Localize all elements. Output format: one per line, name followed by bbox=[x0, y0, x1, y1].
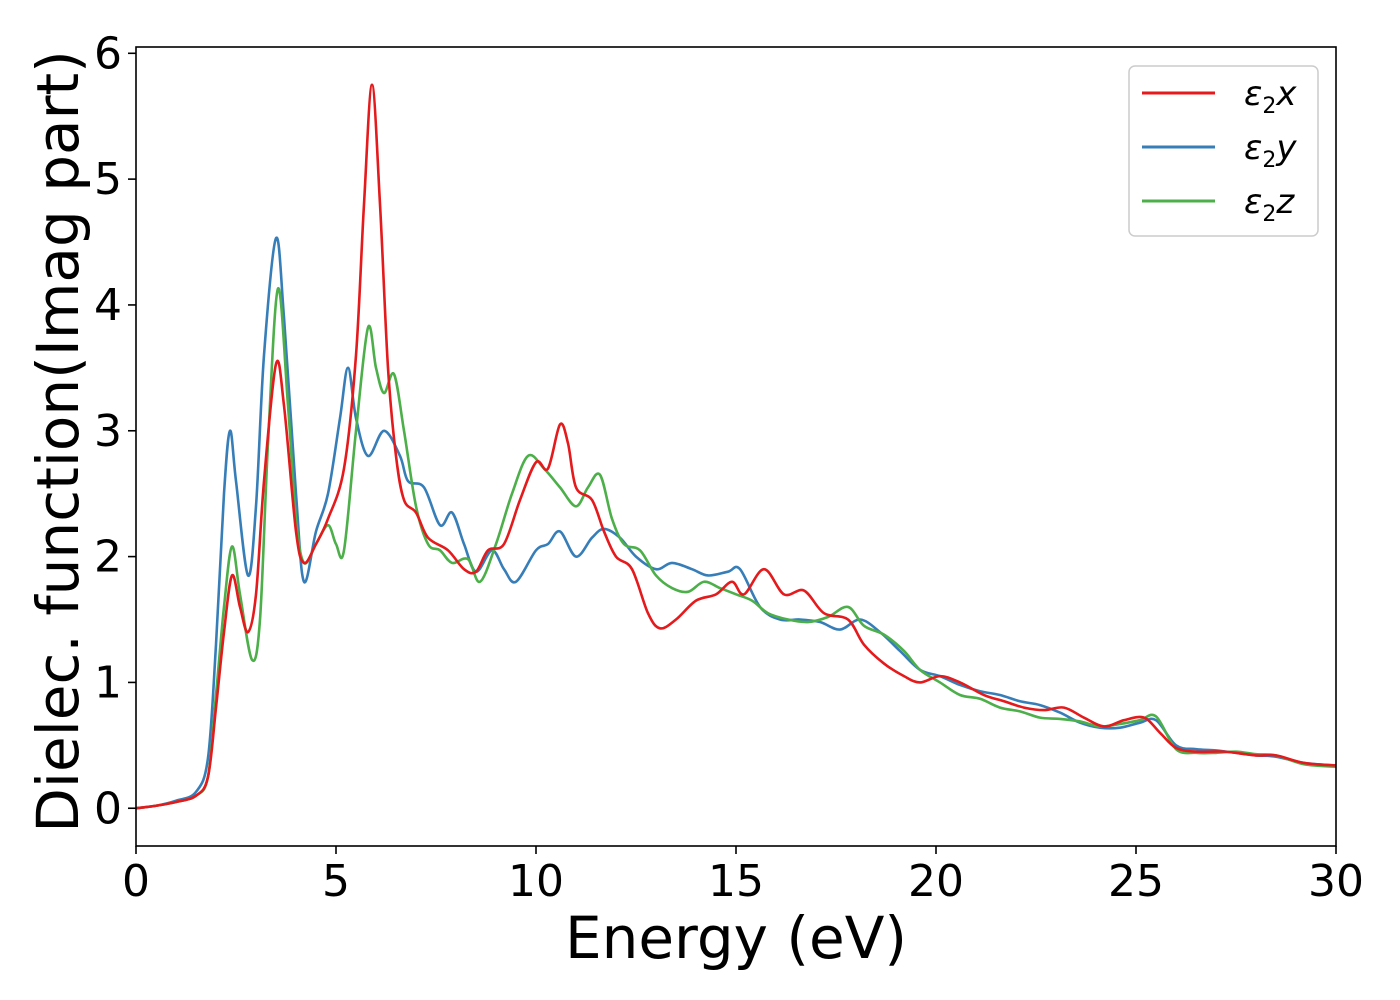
y-axis-ticks: 0 1 2 3 4 5 6 bbox=[94, 28, 136, 834]
y-tick-label: 1 bbox=[94, 657, 122, 708]
y-tick-label: 3 bbox=[94, 406, 122, 457]
legend-label-subscript: 2 bbox=[1262, 202, 1276, 227]
legend-label-var: y bbox=[1275, 128, 1297, 168]
legend-label-base: ε bbox=[1244, 182, 1262, 222]
y-tick-label: 6 bbox=[94, 28, 122, 79]
series-line-z bbox=[135, 287, 1337, 810]
x-axis-label: Energy (eV) bbox=[565, 904, 907, 972]
x-tick-label: 25 bbox=[1108, 856, 1164, 907]
x-tick-label: 0 bbox=[122, 856, 150, 907]
legend-label-z: ε2z bbox=[1244, 182, 1295, 227]
y-axis-label: Dielec. function(Imag part) bbox=[24, 50, 92, 833]
series-line-y bbox=[135, 236, 1337, 810]
plot-lines bbox=[135, 83, 1337, 810]
legend-label-base: ε bbox=[1244, 74, 1262, 114]
legend-label-base: ε bbox=[1244, 128, 1262, 168]
y-tick-label: 0 bbox=[94, 783, 122, 834]
legend-label-var: z bbox=[1275, 182, 1295, 222]
series-line-x bbox=[135, 83, 1337, 810]
legend-label-subscript: 2 bbox=[1262, 94, 1276, 119]
x-tick-label: 15 bbox=[708, 856, 764, 907]
x-axis-ticks: 0 5 10 15 20 25 30 bbox=[122, 846, 1364, 907]
y-tick-label: 5 bbox=[94, 154, 122, 205]
legend-label-subscript: 2 bbox=[1262, 148, 1276, 173]
y-tick-label: 2 bbox=[94, 532, 122, 583]
legend-label-y: ε2y bbox=[1244, 128, 1297, 173]
y-tick-label: 4 bbox=[94, 280, 122, 331]
legend-label-x: ε2x bbox=[1244, 74, 1297, 119]
x-tick-label: 10 bbox=[508, 856, 564, 907]
legend-label-var: x bbox=[1275, 74, 1297, 114]
x-tick-label: 30 bbox=[1308, 856, 1364, 907]
x-tick-label: 20 bbox=[908, 856, 964, 907]
x-tick-label: 5 bbox=[322, 856, 350, 907]
legend-box bbox=[1128, 65, 1319, 237]
